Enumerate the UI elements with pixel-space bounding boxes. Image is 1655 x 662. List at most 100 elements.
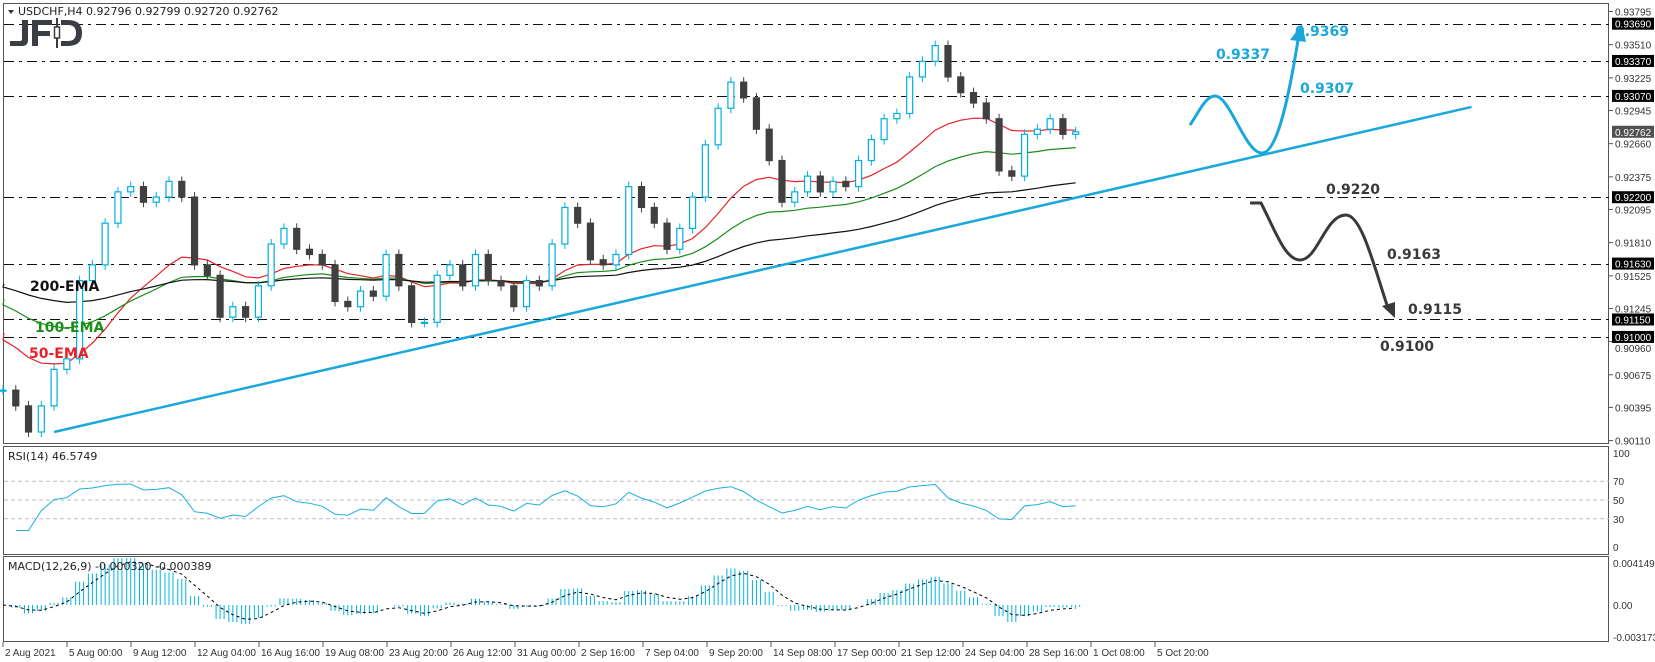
- time-tick-label: 17 Sep 00:00: [837, 648, 897, 659]
- level-axis-badge: [1612, 257, 1654, 270]
- candle: [76, 275, 84, 364]
- candle: [1072, 126, 1080, 140]
- collapse-triangle-icon[interactable]: [8, 10, 14, 14]
- candle-body: [165, 180, 173, 198]
- price-axis: 0.93795 0.93510 0.93225 0.92945 0.92660 0.923…: [1609, 7, 1654, 448]
- candle-body: [63, 358, 71, 370]
- candle: [791, 186, 799, 208]
- candle: [1046, 113, 1054, 135]
- level-axis-badge: [1612, 313, 1654, 326]
- candle-body: [242, 306, 250, 318]
- price-tick-label: 0.93795: [1615, 7, 1652, 18]
- level-axis-badge: [1612, 54, 1654, 67]
- candle: [127, 181, 135, 197]
- candle-body: [791, 191, 799, 203]
- macd-label: MACD(12,26,9) -0.000320 -0.000389: [8, 560, 211, 573]
- candle: [331, 259, 339, 307]
- time-tick-label: 14 Sep 08:00: [773, 648, 833, 659]
- time-tick-label: 5 Aug 00:00: [69, 648, 123, 659]
- candle-body: [178, 180, 186, 198]
- candle-body: [12, 389, 20, 407]
- horizontal-levels: [4, 24, 1609, 338]
- time-tick-label: 24 Sep 04:00: [965, 648, 1025, 659]
- price-tick-label: 0.92660: [1615, 140, 1652, 151]
- candle-body: [190, 196, 199, 266]
- level-axis-label: 0.91630: [1615, 260, 1652, 271]
- time-tick-label: 1 Oct 08:00: [1093, 648, 1145, 659]
- jfd-logo: [10, 18, 82, 48]
- level-axis-badge: [1612, 191, 1654, 204]
- current-price-badge: [1612, 125, 1654, 138]
- level-label-0.9163: 0.9163: [1387, 247, 1441, 263]
- macd-indicator: 0.004149 0.00 -0.003173: [2, 557, 1655, 644]
- candles: [0, 40, 1080, 437]
- candle-body: [918, 60, 927, 78]
- ema200-label: 200-EMA: [30, 279, 100, 295]
- candle: [752, 92, 761, 135]
- candle-body: [740, 81, 748, 99]
- candle: [816, 171, 824, 197]
- candle: [446, 259, 454, 281]
- candle-body: [446, 264, 454, 276]
- candle-body: [139, 186, 148, 203]
- candle: [101, 218, 109, 270]
- candle: [1059, 113, 1067, 140]
- candle-body: [1033, 128, 1041, 135]
- rsi-line: [15, 483, 1076, 531]
- candle-body: [701, 144, 709, 198]
- candle-body: [586, 222, 595, 261]
- candle-body: [599, 259, 607, 266]
- price-tick-label: 0.92095: [1615, 205, 1652, 216]
- candle-body: [1072, 131, 1080, 135]
- candle-body: [216, 274, 224, 318]
- rsi-tick-label: 100: [1613, 449, 1630, 460]
- candle: [37, 400, 45, 437]
- candle: [701, 139, 709, 203]
- rsi-tick-label: 0: [1613, 543, 1619, 554]
- candle: [880, 113, 888, 145]
- candle-body: [982, 102, 990, 120]
- time-tick-label: 2 Aug 2021: [5, 648, 56, 659]
- price-tick-label: 0.91245: [1615, 304, 1652, 315]
- candle: [356, 286, 365, 312]
- candle: [510, 280, 518, 312]
- price-tick-label: 0.90675: [1615, 371, 1652, 382]
- candle-body: [893, 112, 901, 120]
- candle: [24, 400, 33, 437]
- candle: [318, 249, 326, 270]
- candle: [676, 223, 684, 255]
- candle-body: [344, 300, 352, 308]
- candle: [957, 71, 965, 98]
- ema100-label: 100-EMA: [35, 320, 105, 336]
- candle: [497, 275, 505, 291]
- level-axis-label: 0.91150: [1615, 315, 1651, 326]
- candle-body: [778, 159, 786, 203]
- level-axis-label: 0.93690: [1615, 20, 1652, 31]
- rsi-tick-label: 30: [1613, 515, 1625, 526]
- candle: [803, 171, 812, 197]
- candle: [829, 176, 837, 197]
- macd-tick-label: 0.004149: [1613, 559, 1655, 570]
- candle-body: [471, 253, 480, 287]
- price-tick-label: 0.90960: [1615, 344, 1652, 355]
- price-tick-label: 0.92375: [1615, 173, 1652, 184]
- candle: [599, 254, 607, 270]
- candle-body: [688, 196, 697, 230]
- time-tick-label: 31 Aug 00:00: [517, 648, 576, 659]
- time-tick-label: 5 Oct 20:00: [1157, 648, 1209, 659]
- bearish-scenario-path: [1250, 201, 1390, 309]
- candle: [382, 249, 390, 302]
- candle-body: [497, 279, 505, 287]
- candle-body: [625, 186, 633, 256]
- candle: [280, 223, 288, 250]
- candle-body: [548, 243, 556, 287]
- candle-body: [561, 206, 569, 245]
- candle-body: [280, 227, 288, 245]
- candle-body: [356, 290, 365, 308]
- level-axis-badge: [1612, 89, 1654, 102]
- candle-body: [229, 306, 237, 318]
- candle: [0, 385, 7, 396]
- time-tick-label: 23 Aug 20:00: [389, 648, 448, 659]
- candle: [625, 181, 633, 260]
